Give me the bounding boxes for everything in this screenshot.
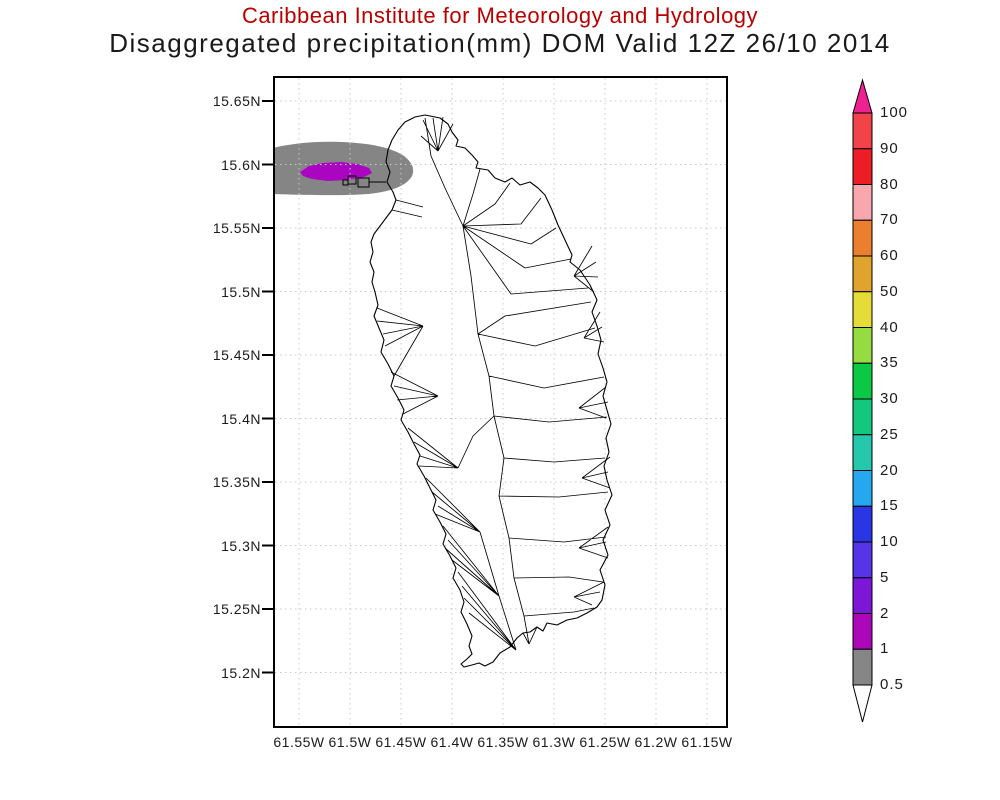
x-tick-label: 61.3W — [532, 734, 576, 750]
colorbar-segment — [852, 577, 873, 614]
y-tick-label: 15.25N — [212, 601, 261, 617]
y-tick-label: 15.2N — [221, 664, 261, 681]
x-tick-label: 61.35W — [477, 734, 529, 750]
colorbar-tick-label: 1 — [880, 640, 890, 658]
y-tick-label: 15.4N — [221, 410, 261, 427]
colorbar-arrow-top — [852, 78, 873, 114]
y-tick-label: 15.65N — [212, 93, 261, 109]
colorbar-segment — [852, 470, 873, 507]
colorbar — [852, 78, 873, 723]
colorbar-tick-label: 35 — [880, 354, 899, 372]
colorbar-segment — [852, 291, 873, 328]
colorbar-tick-label: 60 — [880, 247, 899, 264]
colorbar-segment — [852, 184, 873, 221]
colorbar-segment — [852, 112, 873, 150]
colorbar-tick-label: 5 — [880, 568, 890, 586]
x-tick-label: 61.55W — [273, 734, 325, 750]
colorbar-tick-label: 20 — [880, 461, 899, 479]
colorbar-tick-label: 15 — [880, 497, 899, 515]
colorbar-tick-label: 30 — [880, 390, 899, 407]
colorbar-segment — [852, 541, 873, 579]
y-tick-label: 15.3N — [221, 537, 261, 554]
colorbar-tick-label: 25 — [880, 425, 899, 443]
map-plot — [262, 76, 728, 728]
y-tick-label: 15.5N — [221, 283, 261, 300]
colorbar-tick-label: 10 — [880, 533, 899, 550]
colorbar-segment — [852, 613, 873, 650]
y-tick-label: 15.35N — [212, 474, 261, 490]
colorbar-segment — [852, 398, 873, 436]
x-tick-label: 61.2W — [634, 734, 678, 750]
x-tick-label: 61.4W — [430, 734, 474, 750]
colorbar-tick-label: 80 — [880, 175, 899, 193]
colorbar-tick-label: 100 — [880, 104, 909, 121]
axis-ticks — [262, 100, 273, 674]
institution-title: Caribbean Institute for Meteorology and … — [241, 3, 759, 28]
offshore-islet-feature — [342, 175, 386, 188]
x-tick-label: 61.45W — [375, 734, 427, 750]
colorbar-tick-label: 70 — [880, 211, 899, 229]
colorbar-segment — [852, 505, 873, 543]
colorbar-segment — [852, 219, 873, 257]
colorbar-segment — [852, 648, 873, 686]
colorbar-tick-label: 2 — [880, 604, 890, 622]
colorbar-segment — [852, 148, 873, 185]
colorbar-arrow-bottom — [852, 684, 873, 723]
dominica-island — [342, 114, 613, 668]
y-tick-label: 15.45N — [212, 347, 261, 363]
colorbar-tick-label: 0.5 — [880, 676, 904, 693]
y-tick-label: 15.6N — [221, 156, 261, 173]
y-tick-label: 15.55N — [212, 220, 261, 236]
colorbar-segment — [852, 434, 873, 471]
colorbar-tick-label: 90 — [880, 139, 899, 157]
colorbar-segment — [852, 327, 873, 364]
colorbar-segment — [852, 255, 873, 293]
watershed-boundaries — [376, 116, 611, 651]
x-tick-label: 61.25W — [579, 734, 631, 750]
colorbar-tick-label: 40 — [880, 318, 899, 336]
coastline — [369, 114, 613, 668]
plot-frame — [273, 76, 728, 728]
x-tick-label: 61.5W — [328, 734, 372, 750]
colorbar-segment — [852, 362, 873, 400]
x-tick-label: 61.15W — [681, 734, 733, 750]
graticule — [275, 78, 726, 726]
plot-title: Disaggregated precipitation(mm) DOM Vali… — [109, 28, 891, 58]
colorbar-tick-label: 50 — [880, 282, 899, 300]
